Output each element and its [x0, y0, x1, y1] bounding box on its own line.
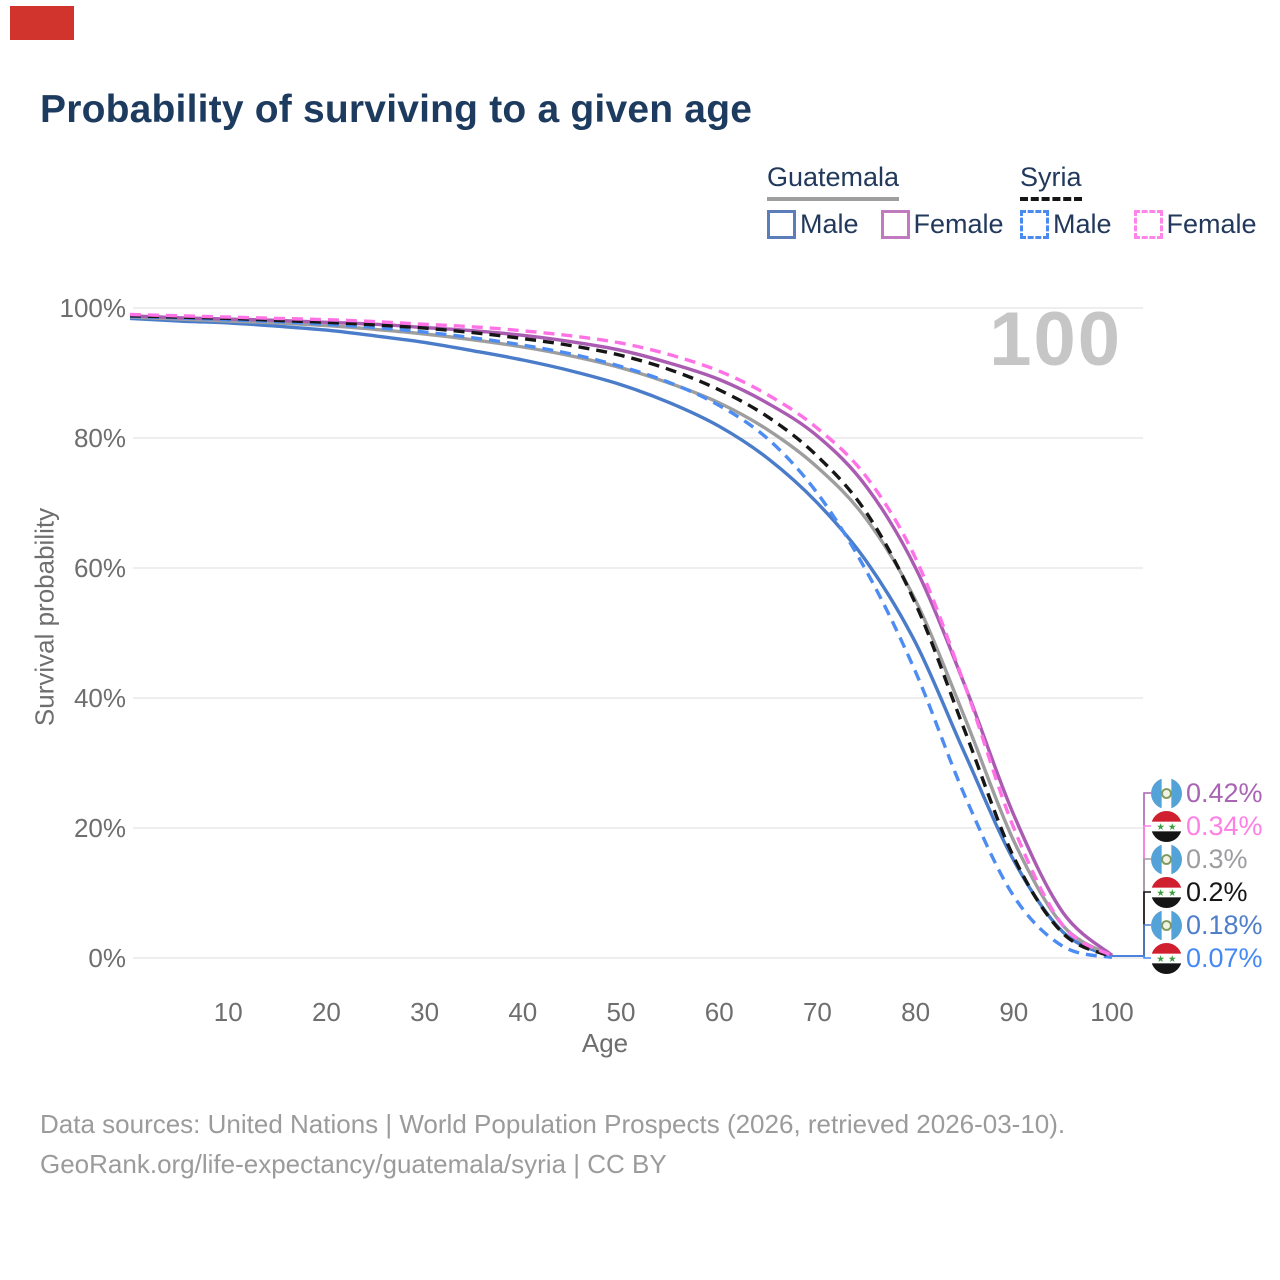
y-tick-label: 40% [74, 683, 126, 713]
curve-guatemala-female [129, 314, 1114, 957]
y-tick-label: 60% [74, 553, 126, 583]
curve-syria-male [129, 314, 1113, 960]
leader-line [1108, 924, 1151, 957]
x-axis-title: Age [581, 1028, 629, 1058]
age-watermark: 100 [989, 297, 1122, 382]
x-tick-label: 80 [901, 997, 930, 1027]
svg-text:★: ★ [1156, 822, 1165, 833]
svg-text:★: ★ [1156, 954, 1165, 965]
end-label-value: 0.34% [1186, 810, 1263, 841]
end-label-guatemala-male: 0.18% [1151, 909, 1263, 941]
guatemala-flag-icon [1151, 843, 1182, 875]
end-label-guatemala-female: 0.42% [1151, 777, 1263, 809]
legend-swatch-guatemala-female[interactable] [880, 210, 910, 239]
legend-swatch-syria-female[interactable] [1133, 210, 1163, 239]
footer-sources: Data sources: United Nations | World Pop… [40, 1109, 1066, 1139]
end-label-value: 0.18% [1186, 909, 1263, 940]
legend-group-guatemala: Guatemala Male Female [767, 162, 1004, 240]
legend-item-label: Male [1053, 209, 1112, 239]
svg-text:★: ★ [1168, 888, 1177, 899]
legend-swatch-guatemala-male[interactable] [767, 210, 796, 239]
end-label-guatemala-all: 0.3% [1151, 843, 1248, 875]
y-tick-label: 20% [74, 813, 126, 843]
legend-item-label: Female [913, 209, 1004, 239]
x-tick-label: 30 [410, 997, 439, 1027]
curve-guatemala-all [129, 315, 1113, 958]
x-tick-label: 100 [1090, 997, 1133, 1027]
x-tick-label: 60 [705, 997, 734, 1027]
guatemala-flag-icon [1151, 777, 1182, 809]
legend-group-title: Syria [1020, 162, 1082, 192]
legend-item-syria-female[interactable]: Female [1133, 209, 1257, 240]
y-tick-label: 80% [74, 423, 126, 453]
end-label-value: 0.07% [1186, 942, 1263, 973]
syria-flag-icon: ★ ★ [1151, 876, 1182, 908]
legend-group-syria: Syria Male Female [1020, 162, 1257, 240]
end-label-syria-female: ★ ★ 0.34% [1151, 810, 1263, 842]
legend-line-sample-dashed [1020, 197, 1082, 201]
annotation-marker [10, 6, 74, 40]
legend-item-label: Female [1166, 209, 1257, 239]
x-tick-label: 40 [508, 997, 537, 1027]
legend-item-label: Male [800, 209, 859, 239]
curve-syria-female [129, 312, 1113, 958]
end-label-syria-all: ★ ★ 0.2% [1151, 876, 1248, 908]
legend-group-title: Guatemala [767, 162, 900, 192]
svg-text:★: ★ [1156, 888, 1165, 899]
legend-line-sample-solid [767, 197, 900, 201]
x-tick-label: 10 [214, 997, 243, 1027]
curve-syria-all [129, 314, 1113, 959]
end-label-value: 0.3% [1186, 843, 1248, 874]
x-tick-label: 20 [312, 997, 341, 1027]
end-label-value: 0.42% [1186, 777, 1263, 808]
guatemala-flag-icon [1151, 909, 1182, 941]
x-tick-label: 90 [999, 997, 1028, 1027]
legend-item-guatemala-female[interactable]: Female [880, 209, 1004, 240]
legend-item-syria-male[interactable]: Male [1020, 209, 1112, 240]
y-tick-label: 100% [60, 293, 127, 323]
footer: Data sources: United Nations | World Pop… [40, 1104, 1065, 1184]
legend-swatch-syria-male[interactable] [1020, 210, 1049, 239]
x-tick-label: 70 [803, 997, 832, 1027]
page-title: Probability of surviving to a given age [40, 88, 753, 131]
svg-text:★: ★ [1168, 822, 1177, 833]
footer-link: GeoRank.org/life-expectancy/guatemala/sy… [40, 1149, 667, 1179]
syria-flag-icon: ★ ★ [1151, 942, 1182, 974]
leader-line [1108, 955, 1151, 959]
curve-guatemala-male [129, 316, 1113, 959]
svg-text:★: ★ [1168, 954, 1177, 965]
x-tick-label: 50 [607, 997, 636, 1027]
syria-flag-icon: ★ ★ [1151, 810, 1182, 842]
end-label-syria-male: ★ ★ 0.07% [1151, 942, 1263, 974]
legend-item-guatemala-male[interactable]: Male [767, 209, 859, 240]
y-tick-label: 0% [88, 943, 126, 973]
end-label-value: 0.2% [1186, 876, 1248, 907]
y-axis-title: Survival probability [29, 507, 60, 727]
